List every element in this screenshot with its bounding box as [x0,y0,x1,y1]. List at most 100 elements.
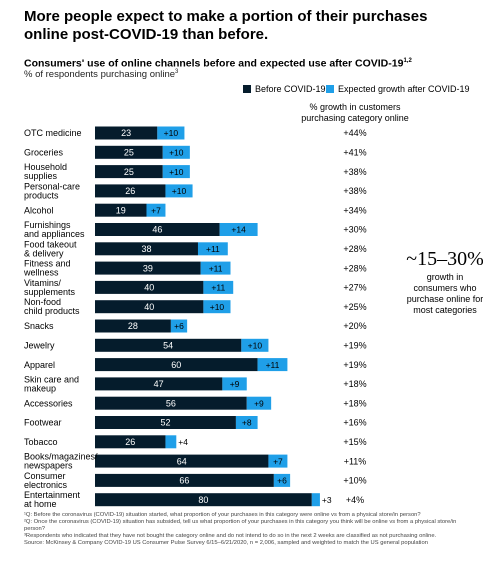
bar-before-17 [95,454,269,468]
category-label-2-line-2: supplies [24,171,58,181]
growth-pct-13: +18% [343,379,366,389]
bar-growth-0 [157,126,185,140]
category-label-17-line-2: newspapers [24,461,73,471]
growth-column-header: % growth in customers purchasing categor… [301,102,409,123]
bar-growth-6 [197,242,228,256]
value-label-growth-15: +8 [242,418,252,428]
value-label-growth-18: +6 [277,476,287,486]
bar-before-10 [95,319,171,333]
value-label-growth-19: +3 [322,495,332,505]
growth-pct-8: +27% [343,283,366,293]
bar-before-12 [95,358,258,372]
callout-text: growth in consumers who purchase online … [406,272,483,315]
growth-pct-1: +41% [343,148,366,158]
value-label-before-4: 19 [116,205,126,215]
category-label-6-line-2: & delivery [24,248,64,258]
legend-label-growth: Expected growth after COVID-19 [338,84,470,94]
value-label-growth-7: +11 [209,263,223,273]
value-label-growth-4: +7 [151,205,161,215]
bar-before-4 [95,203,147,217]
bar-growth-13 [222,377,247,391]
value-label-growth-8: +11 [211,283,225,293]
category-label-16: Tobacco [24,437,58,447]
growth-pct-2: +38% [343,167,366,177]
bar-growth-9 [203,300,231,314]
value-label-before-17: 64 [177,456,187,466]
bar-before-7 [95,261,201,275]
value-label-before-9: 40 [144,302,154,312]
growth-pct-12: +19% [343,360,366,370]
chart-unit-note: % of respondents purchasing online3 [24,67,464,80]
growth-pct-19: +4% [346,495,364,505]
subtitle-footnote-ref: 1,2 [403,58,412,64]
growth-pct-3: +38% [343,186,366,196]
value-label-before-1: 25 [124,148,134,158]
footnote-1: ¹Q: Before the coronavirus (COVID-19) si… [24,512,421,518]
value-label-growth-14: +9 [254,398,264,408]
footnotes: ¹Q: Before the coronavirus (COVID-19) si… [24,512,464,547]
bar-before-16 [95,435,166,449]
category-label-17-line-1: Books/magazines/ [24,452,98,462]
bar-growth-15 [235,416,258,429]
value-label-before-11: 54 [163,341,173,351]
category-label-9-line-1: Non-food [24,297,61,307]
growth-pct-7: +28% [343,263,366,273]
value-label-before-12: 60 [171,360,181,370]
category-label-1: Groceries [24,148,64,158]
value-label-before-6: 38 [141,244,151,254]
legend-item-growth: Expected growth after COVID-19 [326,84,470,94]
value-label-growth-11: +10 [248,341,263,351]
growth-pct-9: +25% [343,302,366,312]
bar-before-5 [95,223,220,236]
value-label-before-8: 40 [144,283,154,293]
category-label-7-line-2: wellness [23,268,59,278]
category-label-5-line-2: and appliances [24,229,85,239]
bar-before-0 [95,126,158,140]
value-label-before-16: 26 [125,437,135,447]
value-label-growth-6: +11 [206,244,220,254]
category-label-8-line-1: Vitamins/ [24,278,61,288]
growth-pct-11: +19% [343,341,366,351]
value-label-before-2: 25 [124,167,134,177]
bar-growth-8 [203,280,234,294]
category-label-12: Apparel [24,360,55,370]
category-label-0: OTC medicine [24,128,82,138]
category-label-13-line-2: makeup [24,383,56,393]
category-label-13-line-1: Skin care and [24,374,79,384]
value-label-growth-1: +10 [169,148,184,158]
category-label-11: Jewelry [24,341,55,351]
bar-growth-7 [200,261,231,275]
bar-before-1 [95,145,163,159]
bar-before-18 [95,473,274,487]
growth-pct-17: +11% [344,456,367,466]
value-label-growth-0: +10 [164,128,179,138]
unit-note-text: % of respondents purchasing online [24,69,176,81]
legend-label-before: Before COVID-19 [255,84,326,94]
chart-subtitle: Consumers' use of online channels before… [24,55,464,70]
bar-growth-19 [311,493,320,507]
legend-swatch-growth [326,85,334,93]
category-label-14: Accessories [24,398,73,408]
chart-subtitle-text: Consumers' use of online channels before… [24,57,404,70]
category-label-3-line-2: products [24,190,59,200]
bar-before-3 [95,184,166,198]
bar-before-15 [95,416,236,429]
bar-growth-5 [219,223,258,236]
bar-before-6 [95,242,198,256]
value-label-growth-12: +11 [266,360,280,370]
bar-before-8 [95,280,204,294]
growth-pct-16: +15% [343,437,366,447]
category-label-2-line-1: Household [24,162,67,172]
bar-growth-16 [165,435,177,449]
value-label-before-10: 28 [128,321,138,331]
value-label-before-18: 66 [179,476,189,486]
bar-before-9 [95,300,204,314]
value-label-before-13: 47 [154,379,164,389]
category-label-8-line-2: supplements [24,287,76,297]
bar-growth-4 [146,203,166,217]
value-label-before-15: 52 [160,418,170,428]
category-label-4: Alcohol [24,205,54,215]
bar-before-19 [95,493,312,507]
footnote-source: Source: McKinsey & Company COVID-19 US C… [24,540,428,546]
value-label-growth-2: +10 [169,167,184,177]
